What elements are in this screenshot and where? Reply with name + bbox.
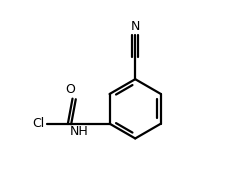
- Text: Cl: Cl: [32, 117, 45, 130]
- Text: N: N: [130, 20, 139, 33]
- Text: O: O: [65, 83, 74, 96]
- Text: NH: NH: [69, 125, 88, 138]
